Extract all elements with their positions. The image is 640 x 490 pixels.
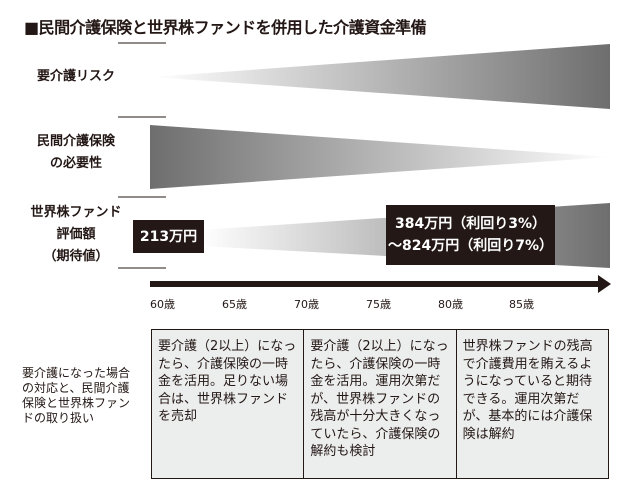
fund-end-7pct: ～824万円（利回り7%）	[388, 238, 553, 254]
age-tick: 75歳	[366, 298, 391, 311]
fund-end-value: 384万円（利回り3%） ～824万円（利回り7%）	[386, 205, 555, 265]
label-line: 世界株ファンド	[30, 205, 122, 220]
label-line: 民間介護保険	[36, 134, 115, 149]
fund-end-3pct: 384万円（利回り3%）	[395, 216, 546, 232]
care-risk-wedge	[152, 44, 610, 109]
table-side-label: 要介護になった場合の対応と、民間介護保険と世界株ファンドの取り扱い	[22, 366, 131, 425]
row-label-fund-value: 世界株ファンド 評価額 （期待値）	[20, 202, 132, 268]
age-tick: 80歳	[438, 298, 463, 311]
fund-start-value: 213万円	[133, 220, 204, 253]
fund-start-text: 213万円	[139, 228, 198, 245]
handling-table: 要介護（2以上）になったら、介護保険の一時金を活用。足りない場合は、世界株ファン…	[151, 329, 609, 479]
age-tick: 60歳	[150, 298, 175, 311]
insurance-need-wedge	[150, 125, 610, 189]
row-label-insurance-need: 民間介護保険 の必要性	[20, 131, 132, 175]
table-cell-middle: 要介護（2以上）になったら、介護保険の一時金を活用。運用次第だが、世界株ファンド…	[303, 330, 455, 478]
table-cell-early: 要介護（2以上）になったら、介護保険の一時金を活用。足りない場合は、世界株ファン…	[158, 339, 297, 424]
row-label-care-risk: 要介護リスク	[36, 69, 115, 84]
label-line: 評価額	[56, 227, 96, 242]
age-axis-arrow	[150, 275, 611, 293]
row-dividers	[118, 42, 166, 269]
table-cell-late: 世界株ファンドの残高で介護費用を賄えるようになっていると期待できる。運用次第だが…	[455, 330, 608, 478]
age-tick: 65歳	[222, 298, 247, 311]
label-line: の必要性	[49, 156, 102, 171]
age-tick: 70歳	[294, 298, 319, 311]
diagram-title: ■民間介護保険と世界株ファンドを併用した介護資金準備	[24, 18, 427, 37]
age-tick: 85歳	[509, 298, 534, 311]
label-line: （期待値）	[43, 249, 109, 264]
